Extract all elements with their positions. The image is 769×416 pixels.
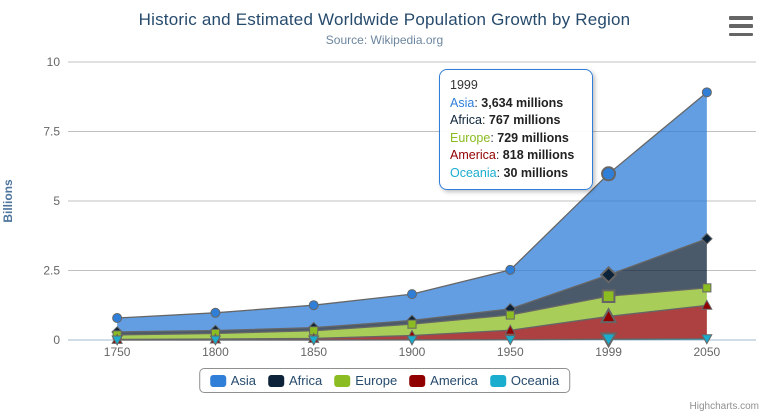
marker-europe-1999[interactable] (601, 289, 616, 304)
marker-oceania-1900[interactable] (406, 335, 418, 346)
legend-swatch-america (409, 374, 426, 387)
marker-oceania-1999[interactable] (599, 332, 618, 349)
area-africa[interactable] (117, 238, 707, 335)
legend-swatch-europe (334, 374, 351, 387)
legend-label: America (430, 373, 478, 388)
hamburger-icon (729, 32, 753, 36)
marker-asia-1800[interactable] (210, 307, 221, 318)
marker-oceania-1750[interactable] (111, 335, 123, 346)
marker-asia-2050[interactable] (701, 87, 712, 98)
marker-africa-1999[interactable] (599, 265, 618, 284)
y-axis-label: 2.5 (43, 264, 60, 278)
legend-label: Europe (355, 373, 398, 388)
hamburger-icon (729, 16, 753, 20)
x-axis-label: 2050 (694, 345, 721, 359)
y-axis-label: 7.5 (43, 125, 60, 139)
legend-swatch-africa (268, 374, 285, 387)
x-axis-label: 1800 (202, 345, 229, 359)
marker-oceania-1850[interactable] (307, 335, 320, 346)
area-america[interactable] (117, 305, 707, 340)
legend-label: Asia (230, 373, 257, 388)
marker-europe-1900[interactable] (407, 319, 417, 329)
marker-america-1950[interactable] (504, 324, 517, 335)
y-axis-label: 0 (53, 333, 60, 347)
y-axis-label: 5 (53, 194, 60, 208)
x-axis-label: 1900 (399, 345, 426, 359)
legend-label: Oceania (510, 373, 560, 388)
highcharts-credits-link[interactable]: Highcharts.com (689, 401, 759, 412)
legend-item-europe[interactable]: Europe (334, 373, 397, 388)
marker-america-1999[interactable] (599, 307, 618, 324)
marker-asia-1750[interactable] (112, 313, 123, 324)
chart-subtitle: Source: Wikipedia.org (325, 33, 444, 47)
marker-america-2050[interactable] (701, 299, 713, 310)
legend-item-asia[interactable]: Asia (209, 373, 257, 388)
area-asia[interactable] (117, 92, 707, 332)
chart-title: Historic and Estimated Worldwide Populat… (138, 10, 631, 29)
x-axis-label: 1850 (300, 345, 327, 359)
marker-africa-2050[interactable] (700, 232, 713, 245)
marker-asia-1900[interactable] (407, 289, 417, 300)
y-axis-label: 10 (47, 55, 61, 69)
legend-item-oceania[interactable]: Oceania (489, 373, 560, 388)
legend-swatch-oceania (489, 374, 506, 387)
legend-swatch-asia (209, 374, 226, 387)
legend-item-africa[interactable]: Africa (268, 373, 322, 388)
marker-asia-1999[interactable] (601, 166, 617, 182)
hamburger-icon (729, 24, 753, 28)
marker-oceania-1800[interactable] (209, 335, 222, 346)
legend-item-america[interactable]: America (409, 373, 478, 388)
marker-oceania-1950[interactable] (504, 335, 517, 346)
legend-label: Africa (289, 373, 323, 388)
export-menu-button[interactable] (727, 14, 755, 38)
legend: Asia Africa Europe America Oceania (198, 368, 571, 393)
marker-asia-1950[interactable] (505, 264, 516, 275)
x-axis-label: 1750 (104, 345, 131, 359)
marker-oceania-2050[interactable] (701, 334, 713, 345)
marker-asia-1850[interactable] (308, 300, 319, 311)
marker-europe-2050[interactable] (702, 283, 712, 293)
marker-europe-1950[interactable] (505, 310, 515, 320)
x-axis-label: 1999 (595, 345, 622, 359)
x-axis-label: 1950 (497, 345, 524, 359)
